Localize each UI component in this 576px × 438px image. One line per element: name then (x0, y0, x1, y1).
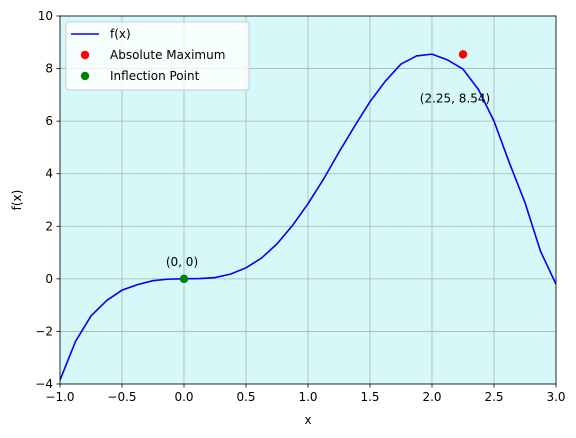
annotations-layer: (2.25, 8.54) (0, 0) (166, 91, 490, 268)
y-tick-label: 8 (45, 62, 53, 76)
x-tick-label: 2.0 (422, 390, 441, 404)
series-layer (60, 53, 556, 381)
y-axis-label: f(x) (10, 190, 24, 211)
x-tick-label: −0.5 (107, 390, 136, 404)
y-axis: −4 −2 0 2 4 6 8 10 (35, 9, 60, 391)
series-line (60, 53, 556, 381)
x-tick-label: 3.0 (546, 390, 565, 404)
x-tick-label: 2.5 (484, 390, 503, 404)
data-point-marker (458, 50, 468, 59)
y-tick-label: 0 (45, 272, 53, 286)
y-tick-label: 6 (45, 114, 53, 128)
legend-label: f(x) (110, 27, 131, 41)
x-tick-label: −1.0 (45, 390, 74, 404)
y-tick-label: 2 (45, 219, 53, 233)
legend-label: Inflection Point (110, 69, 200, 83)
legend: f(x) Absolute Maximum Inflection Point (65, 21, 250, 91)
x-tick-label: 1.0 (298, 390, 317, 404)
point-annotation: (2.25, 8.54) (420, 91, 490, 105)
data-point-marker (179, 274, 189, 284)
x-axis: −1.0 −0.5 0.0 0.5 1.0 1.5 2.0 2.5 3.0 (45, 384, 566, 404)
y-tick-label: 4 (45, 167, 53, 181)
y-tick-label: −2 (35, 324, 53, 338)
x-tick-label: 0.5 (236, 390, 255, 404)
legend-box (65, 21, 250, 91)
legend-marker-swatch (80, 50, 90, 60)
point-annotation: (0, 0) (166, 255, 198, 269)
x-tick-label: 1.5 (360, 390, 379, 404)
x-tick-label: 0.0 (174, 390, 193, 404)
x-axis-label: x (304, 413, 311, 427)
points-layer (179, 50, 468, 284)
y-tick-label: 10 (38, 9, 53, 23)
legend-label: Absolute Maximum (110, 48, 225, 62)
y-tick-label: −4 (35, 377, 53, 391)
legend-marker-swatch (80, 71, 90, 81)
